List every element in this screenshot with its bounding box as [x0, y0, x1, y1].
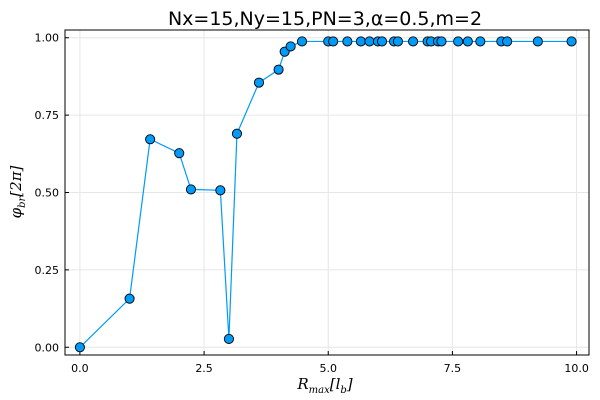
data-point [231, 128, 243, 139]
data-point [453, 36, 464, 47]
data-point [185, 184, 197, 195]
y-tick-label: 0.00 [35, 341, 60, 354]
x-tick-label: 7.5 [444, 362, 462, 375]
data-point [376, 36, 388, 47]
data-point [174, 148, 185, 159]
data-point [436, 36, 447, 47]
data-point [145, 134, 156, 145]
data-point [566, 36, 577, 47]
x-tick-label: 10.0 [564, 362, 589, 375]
data-point [124, 293, 135, 304]
data-point [223, 333, 234, 344]
data-series [74, 36, 577, 353]
data-point [408, 36, 419, 47]
data-point [253, 77, 265, 88]
data-point [215, 185, 226, 196]
x-tick-label: 0.0 [71, 362, 89, 375]
data-point [532, 36, 543, 47]
data-point [364, 36, 375, 47]
y-tick-label: 0.25 [35, 264, 60, 277]
y-tick-label: 0.50 [35, 187, 60, 200]
data-point [462, 36, 473, 47]
chart-title: Nx=15,Ny=15,PN=3,α=0.5,m=2 [168, 8, 482, 30]
data-point [355, 36, 366, 47]
data-point [502, 36, 513, 47]
x-tick-label: 2.5 [195, 362, 213, 375]
data-point [392, 36, 403, 47]
data-point [328, 36, 339, 47]
y-tick-label: 1.00 [35, 32, 60, 45]
data-point [342, 36, 353, 47]
data-point [285, 41, 296, 52]
data-point [475, 36, 486, 47]
x-tick-label: 5.0 [319, 362, 337, 375]
y-axis-label: φbr[2π] [7, 165, 28, 218]
y-tick-label: 0.75 [35, 109, 60, 122]
axis-ticks: 0.0 2.5 5.0 7.5 10.0 0.00 0.25 0.50 0.75 1.00 [35, 32, 589, 375]
x-axis-label: Rmax[lb] [296, 375, 352, 396]
data-point [296, 36, 308, 47]
series-line [79, 40, 572, 348]
data-point [273, 64, 284, 75]
data-point [74, 342, 85, 353]
